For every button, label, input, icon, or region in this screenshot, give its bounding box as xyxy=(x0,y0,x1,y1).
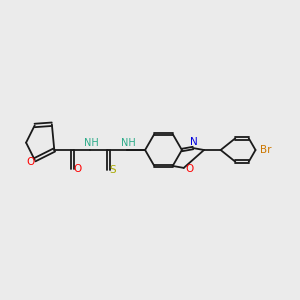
Text: N: N xyxy=(190,137,197,147)
Text: O: O xyxy=(26,157,34,167)
Text: S: S xyxy=(110,165,116,175)
Text: NH: NH xyxy=(84,138,98,148)
Text: O: O xyxy=(73,164,81,174)
Text: NH: NH xyxy=(121,138,135,148)
Text: O: O xyxy=(185,164,193,174)
Text: Br: Br xyxy=(260,145,272,155)
